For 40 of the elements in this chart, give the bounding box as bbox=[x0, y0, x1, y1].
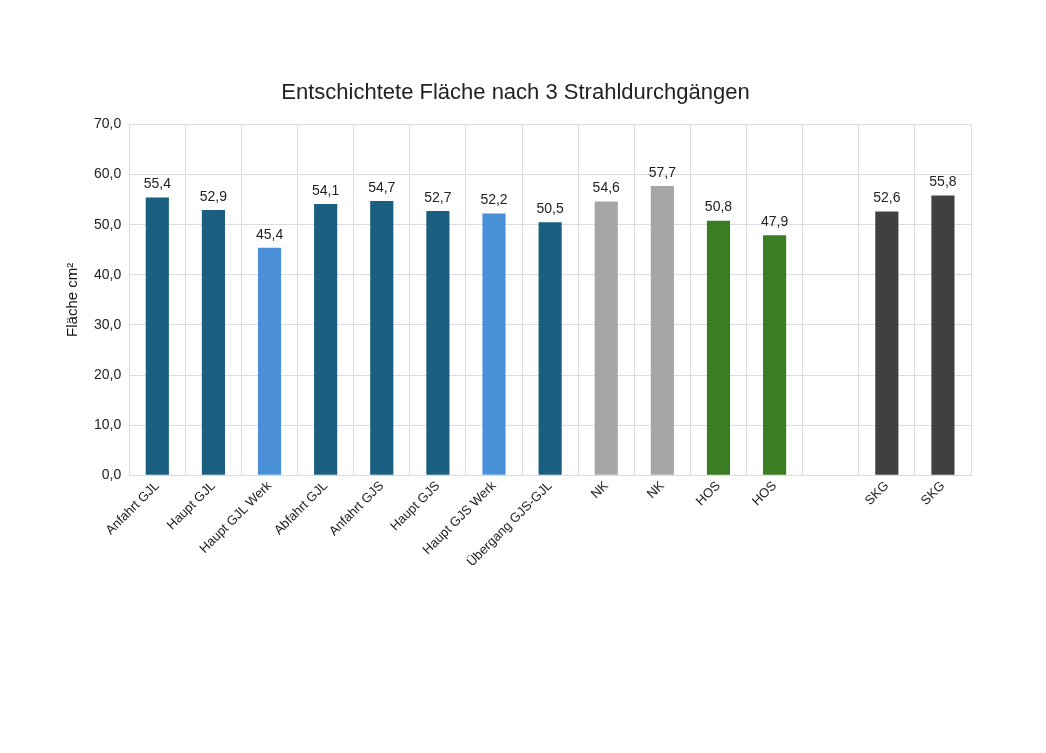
y-tick-label: 10,0 bbox=[94, 415, 122, 432]
y-tick-label: 50,0 bbox=[94, 215, 122, 232]
chart-title: Entschichtete Fläche nach 3 Strahldurchgängen bbox=[281, 79, 750, 105]
y-tick-label: 70,0 bbox=[94, 115, 122, 132]
bar bbox=[931, 195, 955, 475]
bar bbox=[594, 201, 618, 475]
x-tick-label: NK bbox=[643, 477, 668, 502]
bar bbox=[706, 220, 731, 475]
y-axis-title: Fläche cm² bbox=[63, 262, 81, 337]
y-tick-label: 60,0 bbox=[94, 165, 122, 182]
data-label: 52,2 bbox=[480, 191, 508, 208]
bar bbox=[314, 204, 338, 475]
bar bbox=[145, 197, 169, 475]
data-label: 55,4 bbox=[143, 175, 172, 192]
bar bbox=[257, 247, 282, 475]
data-label: 45,4 bbox=[255, 225, 284, 242]
data-label: 52,7 bbox=[424, 188, 452, 205]
data-label: 50,8 bbox=[704, 198, 733, 215]
data-label: 54,7 bbox=[368, 178, 396, 195]
x-tick-label: NK bbox=[587, 477, 612, 502]
bar bbox=[875, 211, 899, 475]
bar bbox=[538, 222, 562, 475]
data-label: 54,1 bbox=[312, 181, 340, 198]
bar bbox=[763, 235, 787, 475]
y-tick-label: 40,0 bbox=[94, 265, 122, 282]
y-tick-label: 30,0 bbox=[94, 315, 122, 332]
data-label: 54,6 bbox=[592, 179, 621, 196]
data-label: 52,9 bbox=[199, 187, 228, 204]
data-label: 52,6 bbox=[873, 189, 901, 206]
bar bbox=[650, 186, 674, 475]
data-label: 55,8 bbox=[929, 173, 957, 190]
data-label: 50,5 bbox=[536, 199, 564, 216]
data-label: 47,9 bbox=[760, 213, 789, 230]
y-tick-label: 20,0 bbox=[94, 365, 122, 382]
bar bbox=[426, 211, 450, 475]
bar bbox=[482, 213, 506, 475]
y-tick-label: 0,0 bbox=[101, 466, 122, 483]
bar bbox=[201, 210, 225, 475]
bar bbox=[370, 201, 394, 475]
data-label: 57,7 bbox=[648, 163, 677, 180]
